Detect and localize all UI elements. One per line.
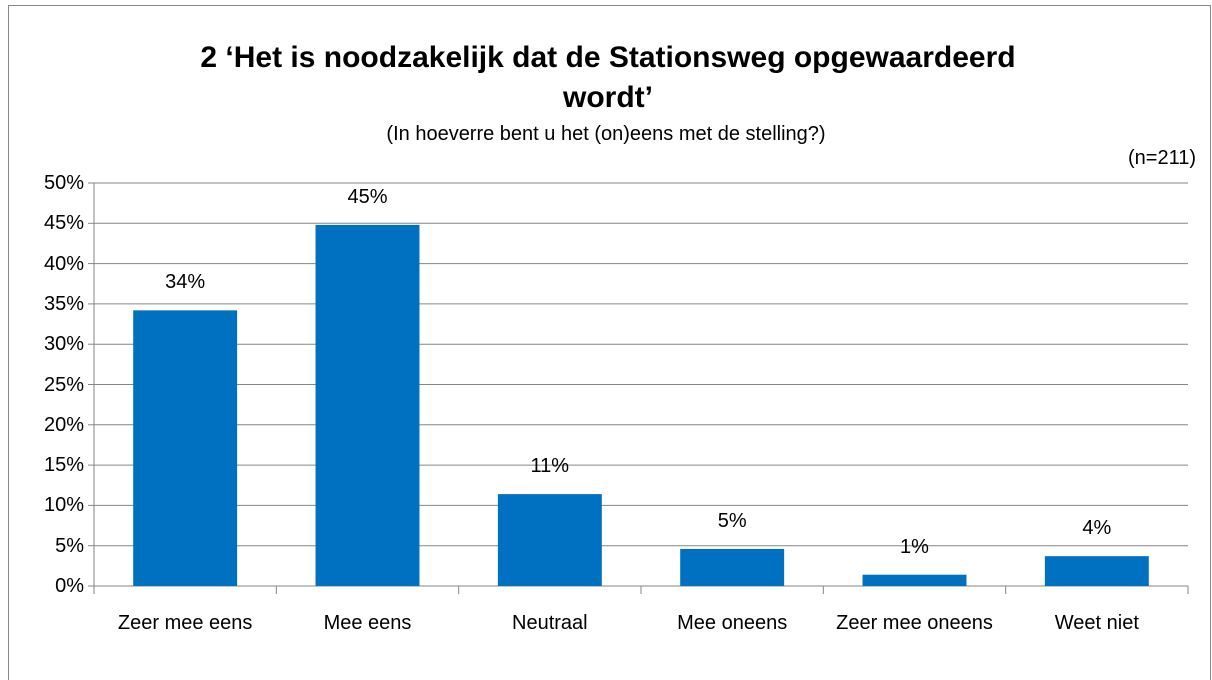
chart-subtitle: (In hoeverre bent u het (on)eens met de …: [386, 123, 826, 145]
value-label: 11%: [530, 455, 570, 478]
chart-title: 2 ‘Het is noodzakelijk dat de Stationswe…: [200, 41, 1016, 114]
y-tick-label: 45%: [43, 212, 84, 235]
sample-size: (n=211): [1127, 147, 1196, 169]
value-label: 5%: [717, 509, 747, 532]
y-tick-label: 40%: [43, 252, 84, 275]
bar: [497, 494, 602, 586]
y-tick-label: 35%: [43, 292, 84, 315]
y-tick-label: 10%: [43, 494, 84, 517]
bar: [315, 224, 420, 587]
y-tick-label: 20%: [43, 413, 84, 436]
y-tick-label: 5%: [55, 534, 84, 557]
bar: [1044, 556, 1149, 586]
x-tick-label: Mee eens: [323, 612, 412, 634]
y-tick-label: 15%: [43, 454, 84, 477]
bar: [133, 310, 238, 586]
y-tick-label: 50%: [43, 172, 84, 194]
y-tick-label: 30%: [43, 333, 84, 356]
value-label: 4%: [1082, 517, 1112, 540]
x-tick-label: Zeer mee oneens: [836, 612, 993, 634]
chart-border: [8, 5, 1211, 680]
bar: [862, 574, 967, 586]
bar: [680, 548, 785, 586]
y-tick-label: 0%: [55, 575, 84, 597]
x-tick-label: Neutraal: [512, 612, 588, 634]
value-label: 1%: [900, 535, 929, 558]
x-tick-label: Weet niet: [1054, 612, 1139, 634]
value-label: 45%: [347, 185, 388, 208]
y-tick-label: 25%: [43, 373, 84, 396]
x-tick-label: Zeer mee eens: [117, 612, 253, 634]
value-label: 34%: [165, 271, 206, 294]
x-tick-label: Mee oneens: [677, 612, 788, 634]
